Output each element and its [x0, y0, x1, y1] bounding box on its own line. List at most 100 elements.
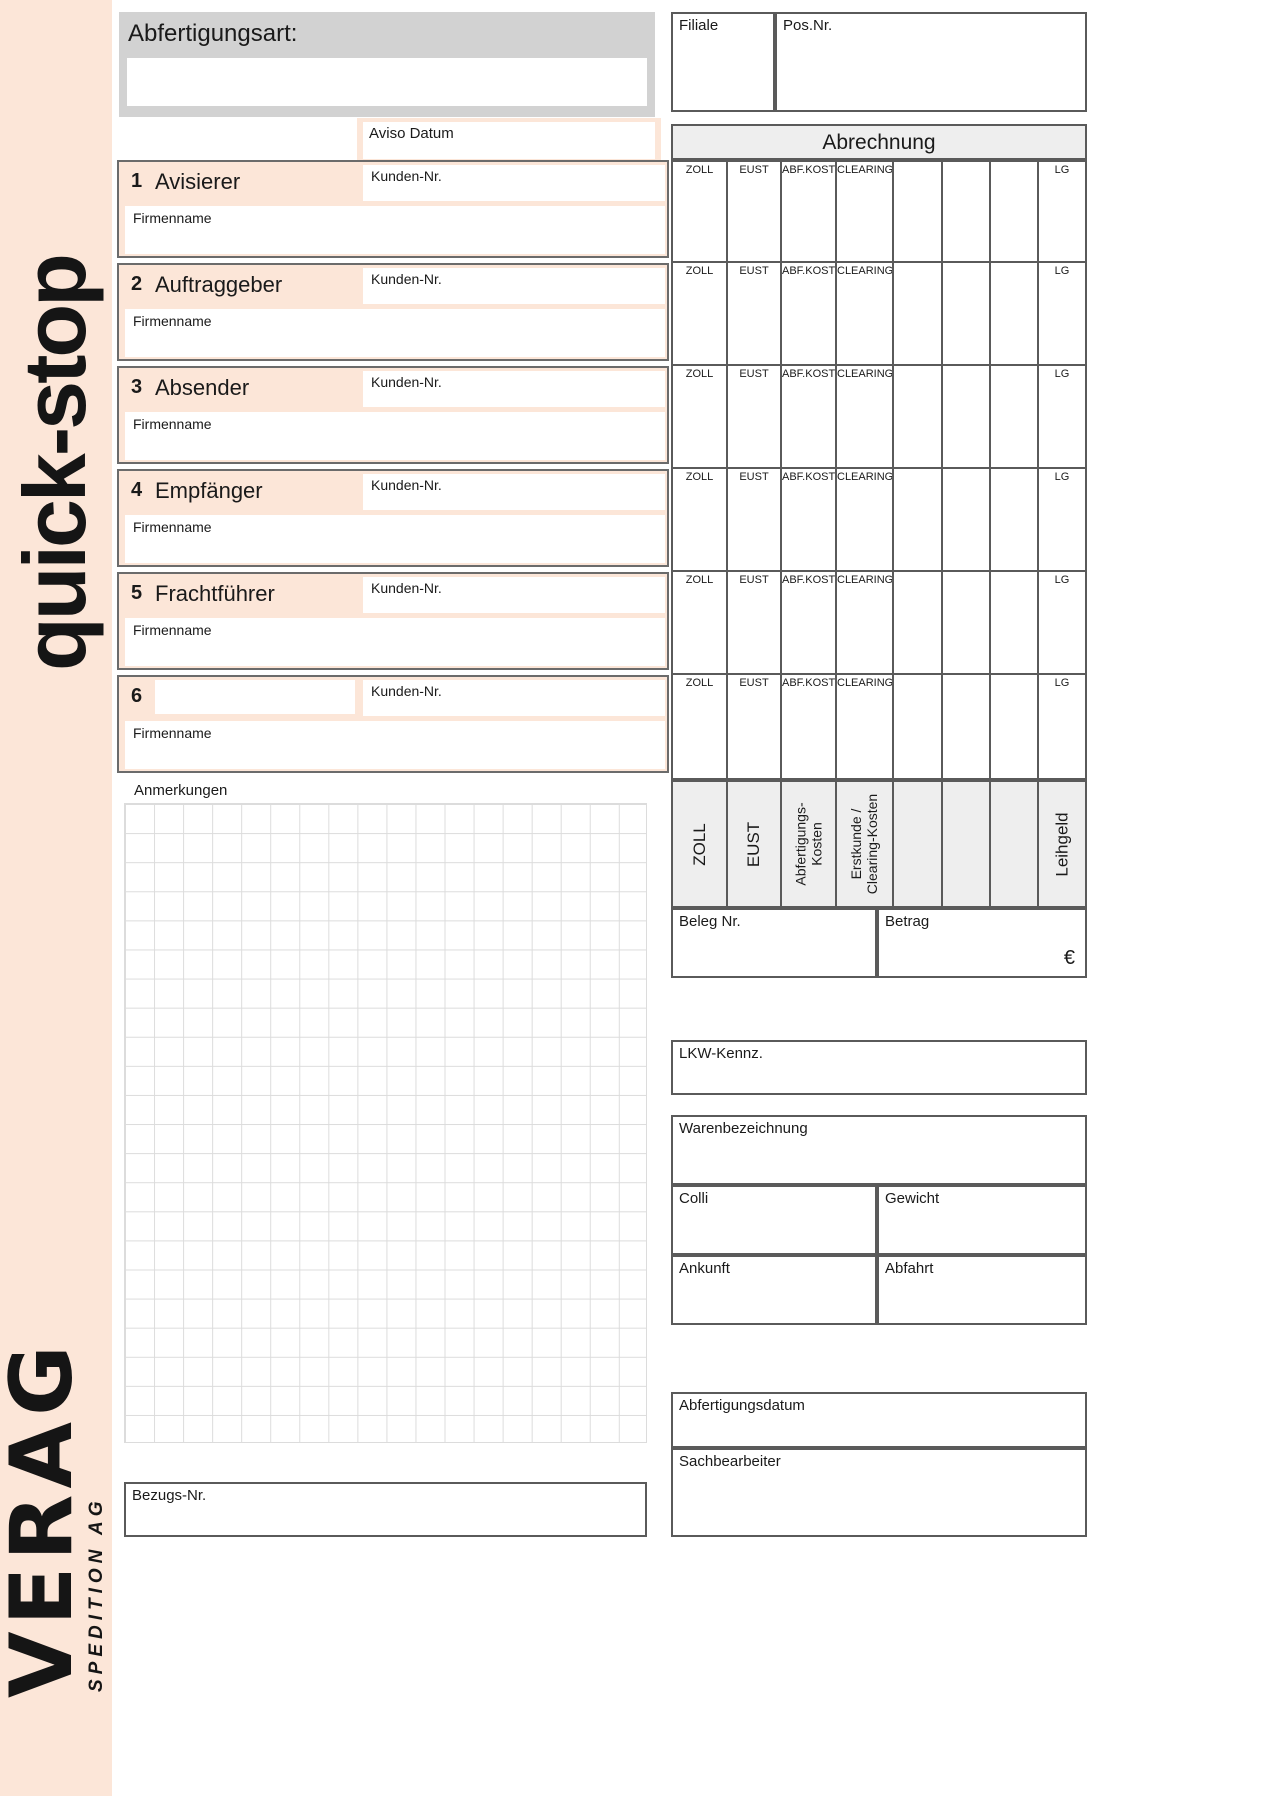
abrechnung-cell[interactable]: LG [1054, 164, 1070, 176]
ankunft-label: Ankunft [679, 1260, 730, 1277]
abrechnung-cell[interactable]: ABF.KOST. [782, 572, 837, 673]
abrechnung-cell[interactable]: ABF.KOST. [782, 162, 837, 261]
kunden-nr-field[interactable]: Kunden-Nr. [363, 474, 665, 510]
abrechnung-cell[interactable] [943, 162, 991, 261]
abrechnung-row: ZOLL EUST ABF.KOST. CLEARING LG [671, 366, 1087, 469]
kunden-nr-label: Kunden-Nr. [371, 477, 442, 493]
abrechnung-cell[interactable]: ZOLL [673, 572, 728, 673]
abrechnung-cell[interactable] [894, 469, 943, 570]
abrechnung-cell[interactable] [943, 572, 991, 673]
abrechnung-cell[interactable] [991, 366, 1039, 467]
kunden-nr-field[interactable]: Kunden-Nr. [363, 268, 665, 304]
abrechnung-cell[interactable]: CLEARING [837, 469, 894, 570]
abrechnung-cell[interactable]: ABF.KOST. [782, 263, 837, 364]
abrechnung-cell[interactable]: EUST [728, 366, 782, 467]
abrechnung-cell[interactable]: EUST [728, 469, 782, 570]
abrechnung-cell[interactable] [943, 469, 991, 570]
kunden-nr-label: Kunden-Nr. [371, 168, 442, 184]
abrechnung-cell[interactable] [991, 572, 1039, 673]
abrechnung-cell[interactable]: CLEARING [837, 572, 894, 673]
abrechnung-cell[interactable] [894, 572, 943, 673]
abrechnung-cell[interactable] [943, 675, 991, 778]
beleg-nr-field[interactable]: Beleg Nr. [671, 908, 877, 978]
abrechnung-cell[interactable]: ABF.KOST. [782, 675, 837, 778]
abrechnung-cell[interactable] [894, 263, 943, 364]
abrechnung-cell[interactable]: ZOLL [673, 263, 728, 364]
filiale-field[interactable]: Filiale [671, 12, 775, 112]
kunden-nr-field[interactable]: Kunden-Nr. [363, 577, 665, 613]
sachbearbeiter-field[interactable]: Sachbearbeiter [671, 1448, 1087, 1537]
abrechnung-cell[interactable] [894, 675, 943, 778]
abrechnung-summary-cell: Leihgeld [1039, 782, 1085, 906]
filiale-label: Filiale [679, 17, 719, 34]
posnr-label: Pos.Nr. [783, 17, 833, 34]
abrechnung-cell[interactable]: EUST [728, 572, 782, 673]
abfahrt-field[interactable]: Abfahrt [877, 1255, 1087, 1325]
abrechnung-cell[interactable]: ABF.KOST. [782, 469, 837, 570]
abrechnung-cell[interactable]: ZOLL [673, 162, 728, 261]
abfertigungsart-input[interactable] [127, 58, 647, 106]
warenbezeichnung-label: Warenbezeichnung [679, 1120, 808, 1137]
kunden-nr-field[interactable]: Kunden-Nr. [363, 165, 665, 201]
abrechnung-cell[interactable]: CLEARING [837, 162, 894, 261]
abrechnung-cell[interactable] [894, 162, 943, 261]
abrechnung-cell[interactable] [991, 469, 1039, 570]
firmenname-field[interactable]: Firmenname [125, 618, 665, 666]
abrechnung-cell[interactable]: LG [1054, 265, 1070, 277]
verag-logo-text: VERAG [0, 1339, 92, 1698]
abrechnung-summary-cell [991, 782, 1039, 906]
anmerkungen-grid[interactable] [124, 803, 647, 1443]
abrechnung-cell[interactable] [894, 366, 943, 467]
abrechnung-cell[interactable] [943, 366, 991, 467]
bezugs-nr-field[interactable]: Bezugs-Nr. [124, 1482, 647, 1537]
colli-label: Colli [679, 1190, 709, 1207]
abrechnung-summary-row: ZOLL EUST Abfertigungs- Kosten Erstkunde / Cl… [671, 780, 1087, 908]
aviso-datum-field[interactable]: Aviso Datum [363, 122, 655, 159]
party-role-input[interactable] [155, 680, 355, 714]
abrechnung-cell[interactable] [991, 675, 1039, 778]
party-row-3: 3 Absender Kunden-Nr. Firmenname [117, 366, 669, 464]
abrechnung-cell[interactable]: CLEARING [837, 675, 894, 778]
abrechnung-cell[interactable]: CLEARING [837, 263, 894, 364]
abrechnung-row: ZOLL EUST ABF.KOST. CLEARING LG [671, 469, 1087, 572]
gewicht-label: Gewicht [885, 1190, 940, 1207]
abrechnung-cell[interactable]: ZOLL [673, 366, 728, 467]
abrechnung-row: ZOLL EUST ABF.KOST. CLEARING LG [671, 675, 1087, 780]
abrechnung-cell[interactable]: ZOLL [673, 675, 728, 778]
abrechnung-cell[interactable]: LG [1054, 677, 1070, 689]
abrechnung-summary-label: Leihgeld [1052, 811, 1072, 877]
abfertigungsdatum-field[interactable]: Abfertigungsdatum [671, 1392, 1087, 1448]
gewicht-field[interactable]: Gewicht [877, 1185, 1087, 1255]
abrechnung-cell[interactable]: EUST [728, 675, 782, 778]
abrechnung-cell[interactable]: LG [1054, 574, 1070, 586]
firmenname-field[interactable]: Firmenname [125, 412, 665, 460]
abrechnung-cell[interactable] [991, 162, 1039, 261]
firmenname-field[interactable]: Firmenname [125, 206, 665, 254]
abrechnung-cell[interactable]: EUST [728, 162, 782, 261]
kunden-nr-field[interactable]: Kunden-Nr. [363, 680, 665, 716]
warenbezeichnung-field[interactable]: Warenbezeichnung [671, 1115, 1087, 1185]
betrag-field[interactable]: Betrag € [877, 908, 1087, 978]
colli-field[interactable]: Colli [671, 1185, 877, 1255]
kunden-nr-field[interactable]: Kunden-Nr. [363, 371, 665, 407]
abrechnung-cell[interactable]: LG [1054, 368, 1070, 380]
abrechnung-cell[interactable]: EUST [728, 263, 782, 364]
abrechnung-summary-label: Erstkunde / Clearing-Kosten [848, 793, 881, 895]
abrechnung-row: ZOLL EUST ABF.KOST. CLEARING LG [671, 572, 1087, 675]
abrechnung-cell[interactable]: CLEARING [837, 366, 894, 467]
party-row-6: 6 Kunden-Nr. Firmenname [117, 675, 669, 773]
abrechnung-cell[interactable]: LG [1054, 471, 1070, 483]
abrechnung-cell[interactable]: ZOLL [673, 469, 728, 570]
party-number: 1 [131, 170, 143, 192]
ankunft-field[interactable]: Ankunft [671, 1255, 877, 1325]
firmenname-field[interactable]: Firmenname [125, 721, 665, 769]
firmenname-field[interactable]: Firmenname [125, 515, 665, 563]
sachbearbeiter-label: Sachbearbeiter [679, 1453, 781, 1470]
firmenname-field[interactable]: Firmenname [125, 309, 665, 357]
abrechnung-cell[interactable] [943, 263, 991, 364]
abrechnung-cell[interactable]: ABF.KOST. [782, 366, 837, 467]
abrechnung-cell[interactable] [991, 263, 1039, 364]
posnr-field[interactable]: Pos.Nr. [775, 12, 1087, 112]
lkw-kennz-field[interactable]: LKW-Kennz. [671, 1040, 1087, 1095]
